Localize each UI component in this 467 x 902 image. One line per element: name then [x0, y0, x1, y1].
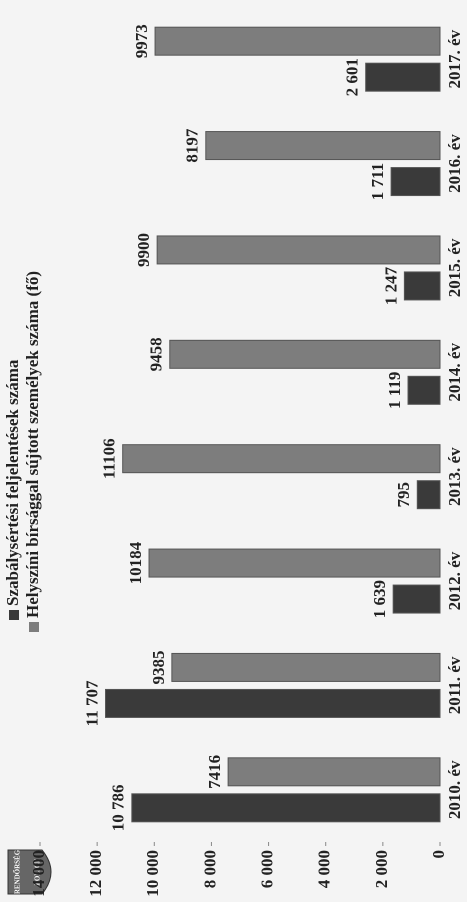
legend-label: Helyszíni bírsággal sújtott személyek sz… [23, 271, 42, 618]
rotated-chart: RENDŐRSÉG POLICE 0 2 000 4 000 6 000 8 000 10… [3, 24, 464, 897]
x-tick-label: 2015. év [445, 238, 464, 297]
x-tick-label: 2013. év [445, 447, 464, 506]
y-tick-label: 12 000 [86, 850, 105, 897]
bar [148, 548, 441, 578]
bar [154, 26, 441, 56]
bar [390, 167, 441, 197]
bar [403, 271, 441, 301]
x-tick-label: 2016. év [445, 134, 464, 193]
logo-shield [7, 849, 52, 895]
value-label: 1 247 [381, 266, 400, 305]
x-tick-label: 2017. év [445, 29, 464, 88]
bar [407, 375, 441, 405]
bar [169, 339, 441, 369]
y-tick-label: 2 000 [372, 850, 391, 888]
x-tick-label: 2012. év [445, 551, 464, 610]
value-label: 1 711 [368, 163, 387, 200]
value-label: 1 639 [370, 580, 389, 618]
legend-marker [29, 622, 39, 632]
bar [156, 235, 441, 265]
y-tick-label: 8 000 [200, 850, 219, 888]
logo: RENDŐRSÉG POLICE [7, 849, 52, 895]
value-label: 7416 [205, 755, 224, 789]
y-tick-label: 0 [429, 850, 448, 859]
value-label: 2 601 [343, 58, 362, 96]
logo-text: POLICE [34, 858, 42, 885]
x-tick-label: 2010. év [445, 760, 464, 819]
value-label: 10184 [126, 541, 145, 584]
value-label: 9973 [132, 24, 151, 58]
value-label: 8197 [183, 128, 202, 163]
bar [171, 652, 441, 682]
x-tick-label: 2014. év [445, 343, 464, 402]
bar [392, 584, 441, 614]
value-label: 11106 [100, 438, 119, 479]
bar [105, 688, 441, 718]
bar [416, 480, 441, 510]
value-label: 9458 [147, 337, 166, 371]
bar [131, 793, 441, 823]
value-label: 11 707 [82, 680, 101, 726]
y-tick-label: 6 000 [257, 850, 276, 888]
y-tick-label: 10 000 [143, 850, 162, 897]
value-label: 9385 [149, 650, 168, 684]
bar [205, 131, 441, 161]
logo-text: RENDŐRSÉG [14, 849, 22, 894]
legend-marker [9, 610, 19, 620]
y-tick-label: 4 000 [315, 850, 334, 888]
value-label: 1 119 [385, 372, 404, 409]
y-tick-label: 14 000 [29, 850, 48, 897]
value-label: 795 [394, 482, 413, 508]
value-label: 9900 [134, 233, 153, 267]
bar [122, 444, 441, 474]
x-tick-label: 2011. év [445, 656, 464, 714]
value-label: 10 786 [109, 784, 128, 831]
legend-label: Szabálysértési feljelentések száma [3, 359, 22, 606]
bar [227, 757, 441, 787]
bar [365, 62, 441, 92]
